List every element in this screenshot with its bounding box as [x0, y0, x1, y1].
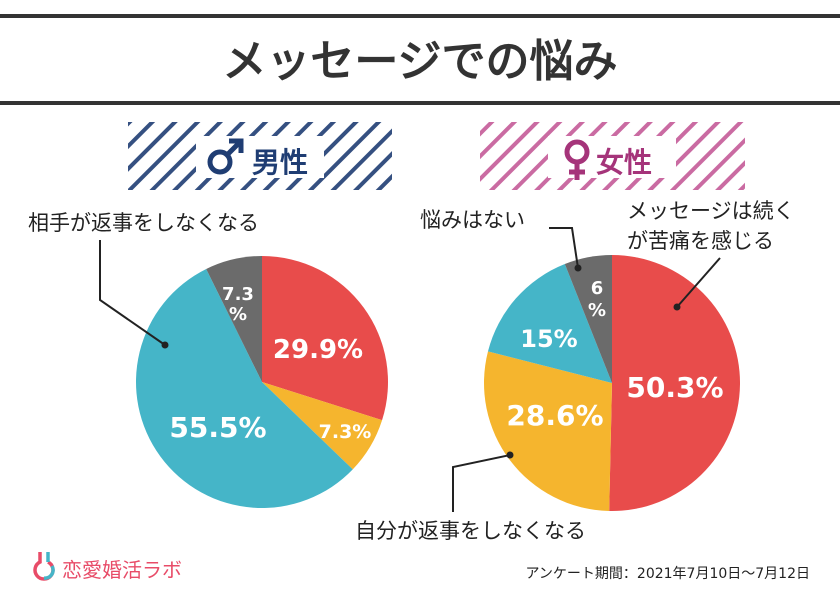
female-label-gray-2: %: [588, 300, 606, 321]
female-slice-labels: 50.3% 28.6% 15% 6 %: [506, 278, 723, 432]
annotation-female-red-1: メッセージは続く: [627, 199, 795, 223]
page-title: メッセージでの悩み: [222, 36, 617, 87]
female-label-red: 50.3%: [626, 371, 723, 404]
male-pie-slice-1: [262, 256, 388, 421]
annotation-male-teal: 相手が返事をしなくなる: [28, 211, 259, 235]
male-pie-slice-3: [136, 269, 353, 508]
male-chart-title: 男性: [252, 146, 308, 179]
male-pie-slice-4: [206, 256, 262, 382]
leader-line: [99, 240, 166, 346]
female-pie-slice-2: [484, 351, 612, 511]
brand-logo: 恋愛婚活ラボ: [33, 552, 182, 582]
female-symbol-icon: [564, 139, 590, 180]
male-pie-slice-2: [262, 382, 383, 470]
male-symbol-icon: [207, 138, 244, 175]
female-label-yellow: 28.6%: [506, 399, 603, 432]
leader-dot: [161, 341, 169, 349]
female-label-gray-1: 6: [591, 278, 604, 299]
male-label-gray-2: %: [229, 304, 247, 325]
brand-name: 恋愛婚活ラボ: [62, 558, 182, 582]
flask-icon: [33, 552, 55, 581]
female-label-teal: 15%: [520, 325, 577, 353]
female-pie-slice-4: [564, 255, 612, 383]
female-pie-slice-3: [487, 264, 612, 383]
female-banner: 女性: [480, 122, 745, 190]
survey-period: アンケート期間：2021年7月10日～7月12日: [525, 566, 810, 582]
annotation-female-red-2: が苦痛を感じる: [627, 229, 774, 253]
male-label-red: 29.9%: [273, 335, 363, 365]
leader-line: [676, 257, 721, 308]
male-label-yellow: 7.3%: [319, 421, 372, 443]
leader-dot: [574, 264, 582, 272]
male-slice-labels: 29.9% 7.3% 55.5% 7.3 %: [169, 284, 371, 444]
female-pie-slice-1: [609, 255, 740, 511]
annotation-female-gray: 悩みはない: [420, 208, 525, 232]
leader-line: [549, 227, 579, 269]
leader-dot: [673, 303, 681, 311]
female-chart-title: 女性: [596, 146, 652, 179]
male-label-teal: 55.5%: [169, 411, 266, 444]
male-label-gray-1: 7.3: [222, 284, 254, 305]
annotations: 相手が返事をしなくなる 悩みはない メッセージは続く が苦痛を感じる 自分が返事…: [28, 199, 795, 543]
leader-dot: [506, 451, 514, 459]
annotation-female-yellow: 自分が返事をしなくなる: [355, 519, 586, 543]
leader-line: [452, 454, 511, 512]
male-banner: 男性: [128, 122, 392, 190]
